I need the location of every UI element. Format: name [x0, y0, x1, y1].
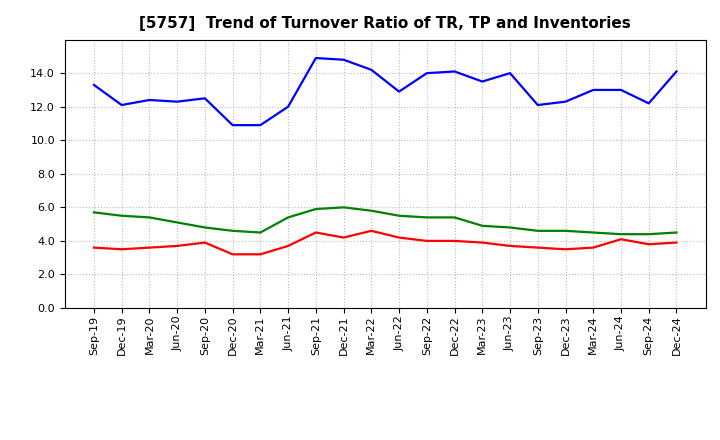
Inventories	[534, 228, 542, 234]
Inventories	[284, 215, 292, 220]
Inventories	[256, 230, 265, 235]
Trade Payables	[423, 70, 431, 76]
Trade Receivables	[478, 240, 487, 245]
Trade Payables	[589, 87, 598, 92]
Trade Receivables	[423, 238, 431, 244]
Trade Receivables	[644, 242, 653, 247]
Trade Receivables	[672, 240, 681, 245]
Inventories	[616, 231, 625, 237]
Trade Payables	[89, 82, 98, 88]
Trade Payables	[644, 101, 653, 106]
Trade Payables	[284, 104, 292, 109]
Inventories	[589, 230, 598, 235]
Inventories	[228, 228, 237, 234]
Line: Inventories: Inventories	[94, 207, 677, 234]
Inventories	[145, 215, 154, 220]
Trade Payables	[339, 57, 348, 62]
Inventories	[339, 205, 348, 210]
Inventories	[89, 210, 98, 215]
Trade Receivables	[534, 245, 542, 250]
Trade Receivables	[367, 228, 376, 234]
Trade Receivables	[256, 252, 265, 257]
Inventories	[450, 215, 459, 220]
Inventories	[672, 230, 681, 235]
Trade Receivables	[201, 240, 210, 245]
Title: [5757]  Trend of Turnover Ratio of TR, TP and Inventories: [5757] Trend of Turnover Ratio of TR, TP…	[140, 16, 631, 32]
Inventories	[395, 213, 403, 218]
Trade Payables	[672, 69, 681, 74]
Line: Trade Payables: Trade Payables	[94, 58, 677, 125]
Trade Payables	[616, 87, 625, 92]
Trade Receivables	[117, 247, 126, 252]
Inventories	[561, 228, 570, 234]
Trade Payables	[228, 122, 237, 128]
Trade Payables	[561, 99, 570, 104]
Inventories	[644, 231, 653, 237]
Trade Payables	[312, 55, 320, 61]
Inventories	[173, 220, 181, 225]
Inventories	[117, 213, 126, 218]
Trade Receivables	[284, 243, 292, 249]
Trade Receivables	[616, 237, 625, 242]
Inventories	[312, 206, 320, 212]
Trade Receivables	[89, 245, 98, 250]
Trade Payables	[534, 103, 542, 108]
Trade Payables	[173, 99, 181, 104]
Trade Receivables	[561, 247, 570, 252]
Trade Receivables	[145, 245, 154, 250]
Inventories	[201, 225, 210, 230]
Inventories	[505, 225, 514, 230]
Trade Payables	[117, 103, 126, 108]
Trade Payables	[478, 79, 487, 84]
Trade Payables	[256, 122, 265, 128]
Trade Receivables	[450, 238, 459, 244]
Trade Receivables	[173, 243, 181, 249]
Trade Payables	[145, 97, 154, 103]
Trade Payables	[395, 89, 403, 94]
Inventories	[423, 215, 431, 220]
Trade Receivables	[505, 243, 514, 249]
Trade Receivables	[339, 235, 348, 240]
Trade Receivables	[228, 252, 237, 257]
Trade Receivables	[589, 245, 598, 250]
Trade Payables	[505, 70, 514, 76]
Trade Payables	[201, 95, 210, 101]
Trade Payables	[367, 67, 376, 73]
Inventories	[478, 223, 487, 228]
Trade Receivables	[312, 230, 320, 235]
Inventories	[367, 208, 376, 213]
Trade Receivables	[395, 235, 403, 240]
Line: Trade Receivables: Trade Receivables	[94, 231, 677, 254]
Trade Payables	[450, 69, 459, 74]
